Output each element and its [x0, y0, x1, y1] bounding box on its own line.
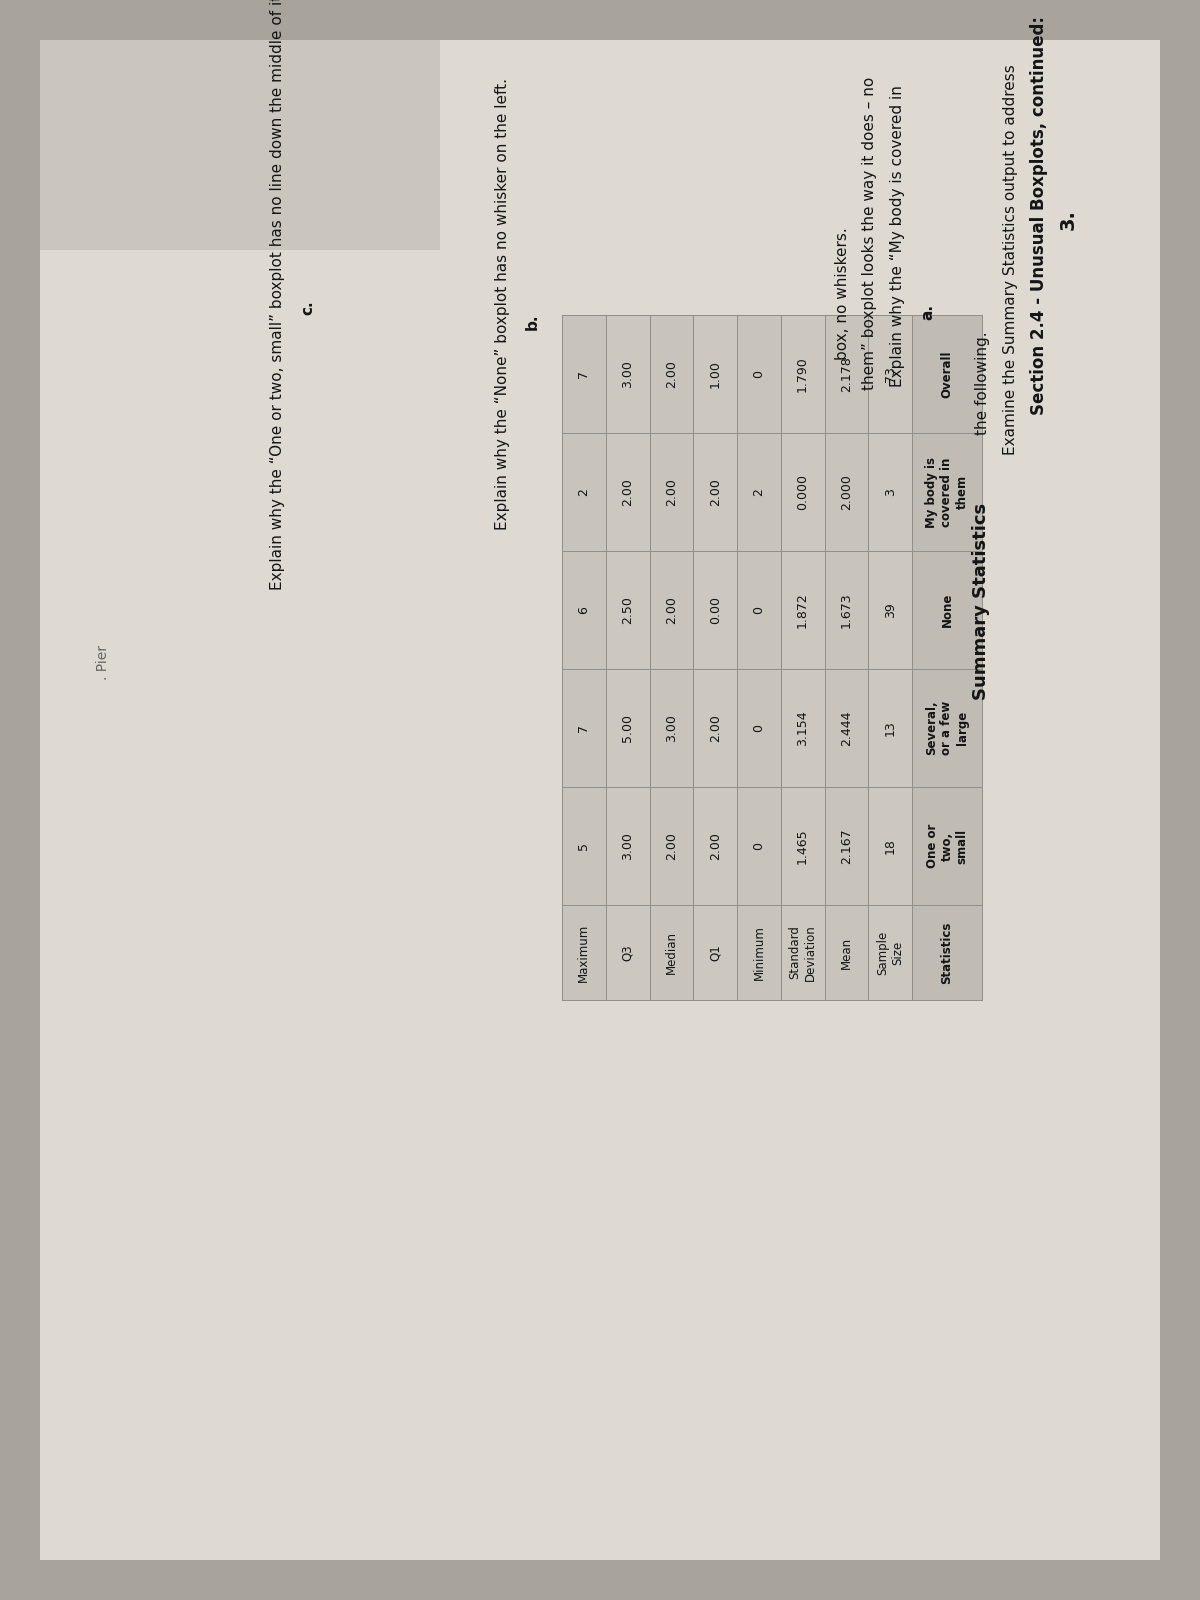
Text: 3.: 3.: [1060, 210, 1078, 230]
Text: Explain why the “One or two, small” boxplot has no line down the middle of its b: Explain why the “One or two, small” boxp…: [270, 0, 286, 590]
FancyBboxPatch shape: [40, 40, 440, 250]
Text: 2.167: 2.167: [840, 829, 853, 864]
Text: Standard
Deviation: Standard Deviation: [788, 925, 817, 981]
Text: 2.444: 2.444: [840, 710, 853, 746]
Text: c.: c.: [300, 301, 314, 315]
Text: Minimum: Minimum: [752, 925, 766, 979]
Text: 13: 13: [883, 720, 896, 736]
Text: 0.000: 0.000: [796, 474, 809, 510]
Text: One or
two,
small: One or two, small: [925, 824, 968, 869]
Text: 0: 0: [752, 370, 766, 378]
Text: 5: 5: [577, 842, 590, 850]
Text: . Pier: . Pier: [96, 645, 110, 680]
Bar: [606, 315, 649, 1000]
Text: 3.00: 3.00: [665, 714, 678, 742]
Text: 2.00: 2.00: [709, 832, 721, 859]
Text: Overall: Overall: [941, 350, 954, 398]
Text: 7: 7: [577, 370, 590, 378]
Text: the following.: the following.: [974, 331, 990, 435]
Text: Summary Statistics: Summary Statistics: [972, 502, 990, 701]
Text: 3.154: 3.154: [796, 710, 809, 746]
FancyBboxPatch shape: [40, 40, 1160, 1560]
Text: My body is
covered in
them: My body is covered in them: [925, 456, 968, 528]
Text: 3.00: 3.00: [622, 360, 634, 387]
Text: 1.872: 1.872: [796, 592, 809, 627]
Bar: [824, 315, 869, 1000]
Text: 1.00: 1.00: [709, 360, 721, 387]
Text: 2.000: 2.000: [840, 474, 853, 510]
Text: 0: 0: [752, 842, 766, 850]
Text: 39: 39: [883, 602, 896, 618]
Bar: [912, 315, 982, 1000]
Bar: [649, 315, 694, 1000]
Text: 3: 3: [883, 488, 896, 496]
Text: box, no whiskers.: box, no whiskers.: [835, 227, 850, 360]
Text: 0.00: 0.00: [709, 595, 721, 624]
Text: Sample
Size: Sample Size: [876, 930, 904, 974]
Text: Several,
or a few
large: Several, or a few large: [925, 701, 968, 755]
Text: 5.00: 5.00: [622, 714, 634, 742]
Text: 6: 6: [577, 606, 590, 614]
Text: None: None: [941, 594, 954, 627]
Text: Statistics: Statistics: [941, 922, 954, 984]
Text: Mean: Mean: [840, 936, 853, 968]
Text: 2: 2: [752, 488, 766, 496]
Text: 0: 0: [752, 723, 766, 733]
Text: Section 2.4 - Unusual Boxplots, continued:: Section 2.4 - Unusual Boxplots, continue…: [1030, 16, 1048, 414]
Text: Maximum: Maximum: [577, 923, 590, 982]
Text: 2.00: 2.00: [665, 360, 678, 387]
Text: 1.465: 1.465: [796, 829, 809, 864]
Text: them” boxplot looks the way it does – no: them” boxplot looks the way it does – no: [862, 77, 877, 390]
Text: 2.00: 2.00: [665, 597, 678, 624]
Bar: [694, 315, 737, 1000]
Bar: [869, 315, 912, 1000]
Bar: [737, 315, 781, 1000]
Text: Median: Median: [665, 931, 678, 974]
Text: Examine the Summary Statistics output to address: Examine the Summary Statistics output to…: [1003, 64, 1018, 454]
Bar: [781, 315, 824, 1000]
Text: 2.00: 2.00: [709, 478, 721, 506]
Text: 1.790: 1.790: [796, 357, 809, 392]
Text: 2.00: 2.00: [665, 832, 678, 859]
Text: Explain why the “My body is covered in: Explain why the “My body is covered in: [890, 85, 905, 387]
Text: 0: 0: [752, 606, 766, 614]
Text: 7: 7: [577, 723, 590, 733]
Bar: [562, 315, 606, 1000]
Text: 73: 73: [883, 366, 896, 382]
Text: 2.00: 2.00: [665, 478, 678, 506]
Text: 2.00: 2.00: [622, 478, 634, 506]
Text: Q1: Q1: [709, 944, 721, 962]
Text: Q3: Q3: [622, 944, 634, 962]
Text: 2.50: 2.50: [622, 597, 634, 624]
Text: 2.178: 2.178: [840, 357, 853, 392]
Text: a.: a.: [920, 304, 935, 320]
Text: 2: 2: [577, 488, 590, 496]
Text: 2.00: 2.00: [709, 714, 721, 742]
Text: 18: 18: [883, 838, 896, 854]
Text: 3.00: 3.00: [622, 832, 634, 859]
Text: 1.673: 1.673: [840, 592, 853, 627]
Text: b.: b.: [526, 314, 540, 330]
Text: Explain why the “None” boxplot has no whisker on the left.: Explain why the “None” boxplot has no wh…: [496, 78, 510, 530]
